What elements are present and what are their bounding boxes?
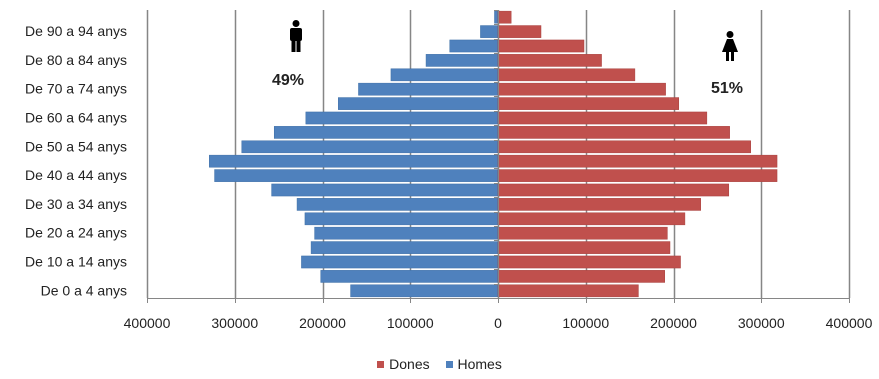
- bar-homes: [271, 183, 499, 197]
- x-tick-label: 200000: [650, 315, 697, 331]
- men-percentage: 49%: [272, 72, 305, 89]
- y-tick-label: De 70 a 74 anys: [25, 81, 127, 97]
- bar-dones: [497, 255, 681, 269]
- bar-homes: [494, 10, 499, 24]
- legend-swatch-homes: [445, 360, 453, 368]
- bar-dones: [497, 226, 668, 240]
- bar-dones: [497, 111, 708, 125]
- legend-item-homes: Homes: [445, 356, 502, 372]
- bar-homes: [209, 154, 499, 168]
- x-tick-label: 300000: [738, 315, 785, 331]
- y-tick-label: De 10 a 14 anys: [25, 254, 127, 270]
- bar-homes: [480, 25, 499, 38]
- bar-dones: [497, 68, 636, 82]
- women-percentage: 51%: [711, 80, 744, 97]
- bar-dones: [497, 82, 666, 96]
- bar-homes: [390, 68, 499, 82]
- bar-homes: [305, 111, 499, 125]
- axes: [147, 10, 850, 303]
- male-icon: [290, 20, 302, 52]
- y-tick-label: De 30 a 34 anys: [25, 196, 127, 212]
- legend-swatch-dones: [377, 360, 385, 368]
- bar-dones: [497, 97, 680, 110]
- bar-dones: [497, 198, 701, 211]
- bar-dones: [497, 25, 542, 38]
- bar-dones: [497, 270, 665, 283]
- bar-homes: [273, 126, 499, 139]
- y-tick-label: De 80 a 84 anys: [25, 52, 127, 68]
- y-tick-label: De 50 a 54 anys: [25, 138, 127, 154]
- bar-homes: [314, 226, 499, 240]
- bar-dones: [497, 241, 671, 254]
- x-tick-label: 200000: [299, 315, 346, 331]
- legend-item-dones: Dones: [377, 356, 430, 372]
- legend: Dones Homes: [0, 356, 879, 372]
- bar-dones: [497, 54, 602, 67]
- female-icon: [722, 31, 738, 61]
- bar-dones: [497, 183, 730, 197]
- bar-homes: [241, 140, 499, 154]
- y-tick-label: De 90 a 94 anys: [25, 23, 127, 39]
- legend-label-homes: Homes: [457, 356, 502, 372]
- bar-homes: [320, 270, 499, 283]
- bars-homes: [209, 10, 499, 298]
- bar-homes: [350, 284, 499, 298]
- x-tick-label: 100000: [562, 315, 609, 331]
- bar-homes: [301, 255, 499, 269]
- x-tick-label: 100000: [387, 315, 434, 331]
- bar-homes: [449, 39, 499, 53]
- bar-homes: [310, 241, 499, 254]
- bar-dones: [497, 154, 778, 168]
- bar-dones: [497, 284, 639, 298]
- bar-dones: [497, 140, 751, 154]
- bar-homes: [304, 212, 499, 226]
- bar-homes: [296, 198, 499, 211]
- x-tick-label: 300000: [211, 315, 258, 331]
- y-tick-label: De 20 a 24 anys: [25, 225, 127, 241]
- y-axis-labels: De 0 a 4 anys De 10 a 14 anys De 20 a 24 a…: [25, 23, 127, 298]
- bar-homes: [358, 82, 499, 96]
- x-axis-labels: 400000 300000 200000 100000 0 100000 200000 300…: [124, 315, 873, 331]
- x-tick-label: 400000: [826, 315, 873, 331]
- y-tick-label: De 40 a 44 anys: [25, 167, 127, 183]
- bar-dones: [497, 10, 512, 24]
- bar-homes: [425, 54, 499, 67]
- bar-dones: [497, 39, 585, 53]
- x-tick-label: 400000: [124, 315, 171, 331]
- bar-homes: [338, 97, 499, 110]
- bars-dones: [497, 10, 778, 298]
- bar-dones: [497, 212, 686, 226]
- bar-dones: [497, 169, 778, 182]
- y-tick-label: De 0 a 4 anys: [41, 282, 127, 298]
- x-tick-label: 0: [494, 315, 502, 331]
- legend-label-dones: Dones: [389, 356, 430, 372]
- bar-dones: [497, 126, 730, 139]
- bar-homes: [214, 169, 499, 182]
- y-tick-label: De 60 a 64 anys: [25, 110, 127, 126]
